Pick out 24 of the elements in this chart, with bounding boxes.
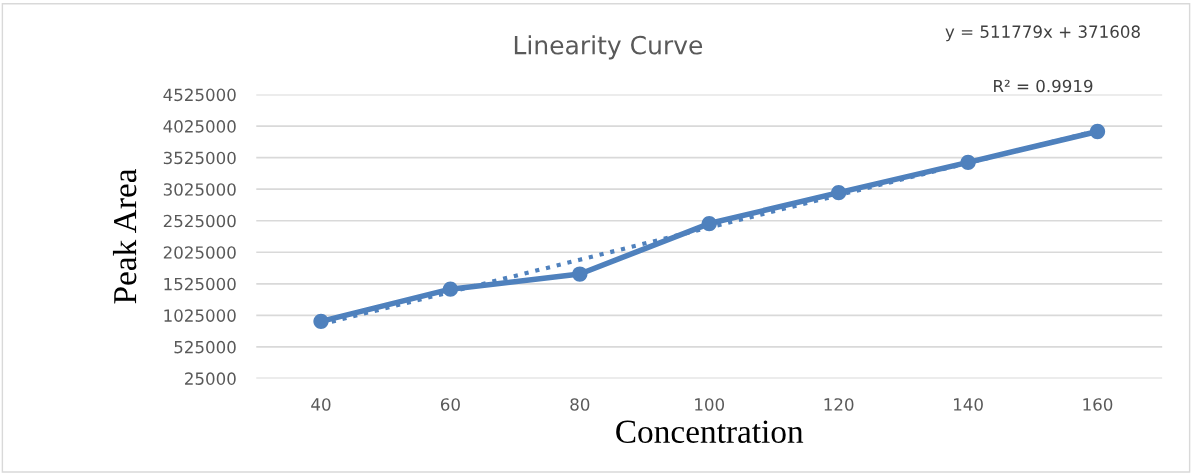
y-tick-label: 2025000: [163, 246, 236, 259]
y-tick-label: 25000: [185, 372, 236, 385]
x-tick-label: 160: [1083, 398, 1113, 411]
y-tick-label: 3525000: [163, 151, 236, 165]
y-tick-label: 525000: [174, 340, 236, 354]
y-tick-label: 2525000: [163, 214, 236, 228]
text: R² = 0.9919: [994, 79, 1093, 93]
x-axis-title: Concentration: [616, 420, 804, 443]
y-tick-label: 1025000: [164, 309, 236, 322]
text: y = 511779x + 371608: [945, 25, 1140, 42]
y-tick-label: 4025000: [163, 120, 236, 133]
x-tick-label: 100: [695, 398, 725, 411]
x-tick-label: 120: [824, 398, 854, 411]
chart-title: Linearity Curve: [514, 35, 703, 60]
y-tick-label: 4525000: [163, 88, 236, 102]
point: [1089, 123, 1106, 140]
x-tick-label: 40: [311, 398, 331, 411]
y-tick-label: 3025000: [163, 183, 236, 196]
x-tick-label: 60: [440, 398, 460, 411]
y-axis-title: Peak Area: [112, 168, 137, 304]
point: [572, 266, 588, 282]
x-tick-label: 140: [954, 398, 983, 411]
y-tick-label: 1525000: [164, 277, 236, 291]
x-tick-label: 80: [570, 398, 590, 411]
